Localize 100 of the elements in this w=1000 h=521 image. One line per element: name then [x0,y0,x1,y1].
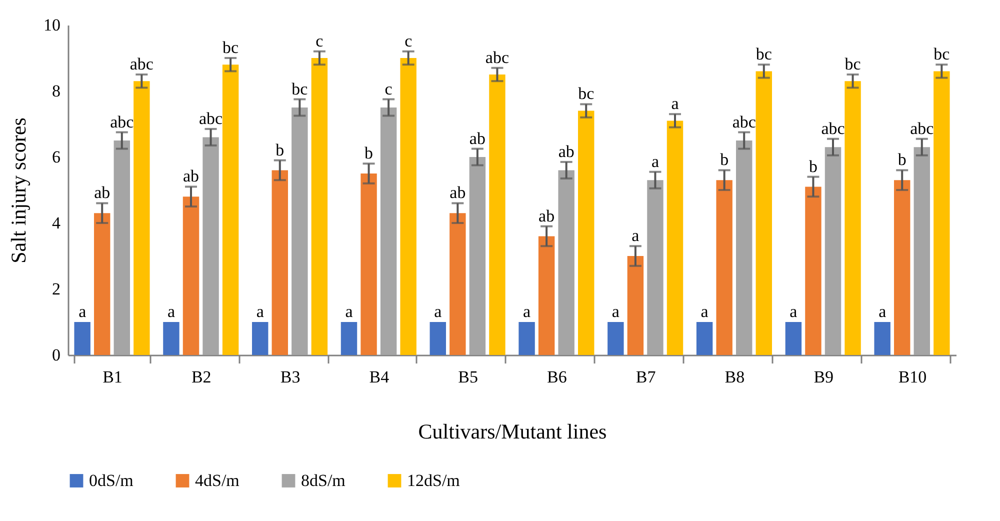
bar [469,157,486,355]
bar [805,186,822,355]
bar [785,322,802,355]
data-label: b [276,140,284,160]
data-label: b [808,156,818,176]
data-label: ab [182,166,200,186]
bar [360,174,377,355]
x-axis-title: Cultivars/Mutant lines [418,420,607,444]
bar [696,322,713,355]
bar [134,81,150,355]
data-label: bc [578,84,595,104]
bar [824,147,842,355]
data-label: bc [756,44,772,64]
bar [627,256,644,355]
bar [272,170,288,355]
bar [489,74,506,355]
data-label: abc [821,118,846,138]
data-label: abc [110,112,134,132]
data-label: abc [732,112,756,132]
data-label: abc [198,108,224,128]
y-axis-title: Salt injury scores [6,118,30,264]
data-label: ab [94,183,110,202]
legend-label: 4dS/m [195,470,240,490]
data-label: bc [292,79,308,98]
x-tick-label: B3 [280,368,300,386]
data-label: a [612,302,620,321]
bar [450,213,466,355]
bar [311,58,328,355]
bar [340,322,358,355]
data-label: b [364,144,374,163]
bar [94,213,110,355]
data-label: bc [934,44,950,64]
bar [934,71,950,355]
data-label: a [671,94,680,114]
data-label: c [384,79,393,98]
bar [430,322,446,355]
bar [647,180,664,355]
data-label: bc [844,54,862,74]
data-label: a [523,302,532,321]
data-label: a [78,302,87,321]
data-label: a [790,302,798,321]
x-tick-label: B7 [636,368,656,386]
data-label: a [167,302,176,321]
bar [400,58,416,355]
data-label: b [720,150,729,170]
bar [538,236,555,355]
bar [222,64,239,355]
data-label: abc [910,118,934,138]
data-label: c [316,31,324,50]
bar [252,322,268,355]
x-tick-label: B4 [369,368,390,386]
bar [874,322,890,355]
data-label: ab [538,206,555,226]
data-label: a [434,302,442,321]
bar [518,322,535,355]
x-tick-label: B8 [724,368,745,386]
y-tick-label: 10 [44,16,60,34]
y-tick-label: 2 [52,280,60,298]
bar [666,120,684,355]
x-tick-label: B10 [898,368,927,386]
legend-label: 12dS/m [407,470,460,490]
x-tick-label: B9 [814,368,834,386]
y-tick-label: 8 [52,82,60,100]
y-tick-label: 4 [52,214,61,232]
data-label: ab [450,183,466,202]
data-label: a [256,302,264,321]
y-tick-label: 6 [52,148,60,166]
bar [182,196,200,355]
x-tick-label: B2 [191,368,212,386]
bar [578,110,594,355]
y-tick-label: 0 [52,346,60,364]
data-label: ab [558,142,574,161]
data-label: ab [469,128,486,148]
x-tick-label: B5 [458,368,478,386]
bar [914,147,930,355]
bar [202,137,219,355]
bar [608,322,624,355]
x-tick-label: B1 [102,368,122,386]
bar [74,322,90,355]
data-label: abc [485,48,510,67]
data-label: b [898,150,906,170]
data-label: a [700,302,709,321]
bar [114,140,130,355]
data-label: a [632,226,640,246]
bar [844,81,861,355]
legend-label: 0dS/m [89,470,134,490]
bar [736,140,752,355]
bar [716,180,732,355]
data-label: abc [130,54,154,74]
data-label: a [345,302,354,321]
bar [380,108,397,355]
bar [756,71,772,355]
data-label: bc [222,38,240,57]
bar [894,180,910,355]
data-label: c [404,31,413,50]
bar [163,322,180,355]
bar [558,170,574,355]
x-tick-label: B6 [547,368,567,386]
bar [292,108,308,355]
legend-label: 8dS/m [301,470,346,490]
